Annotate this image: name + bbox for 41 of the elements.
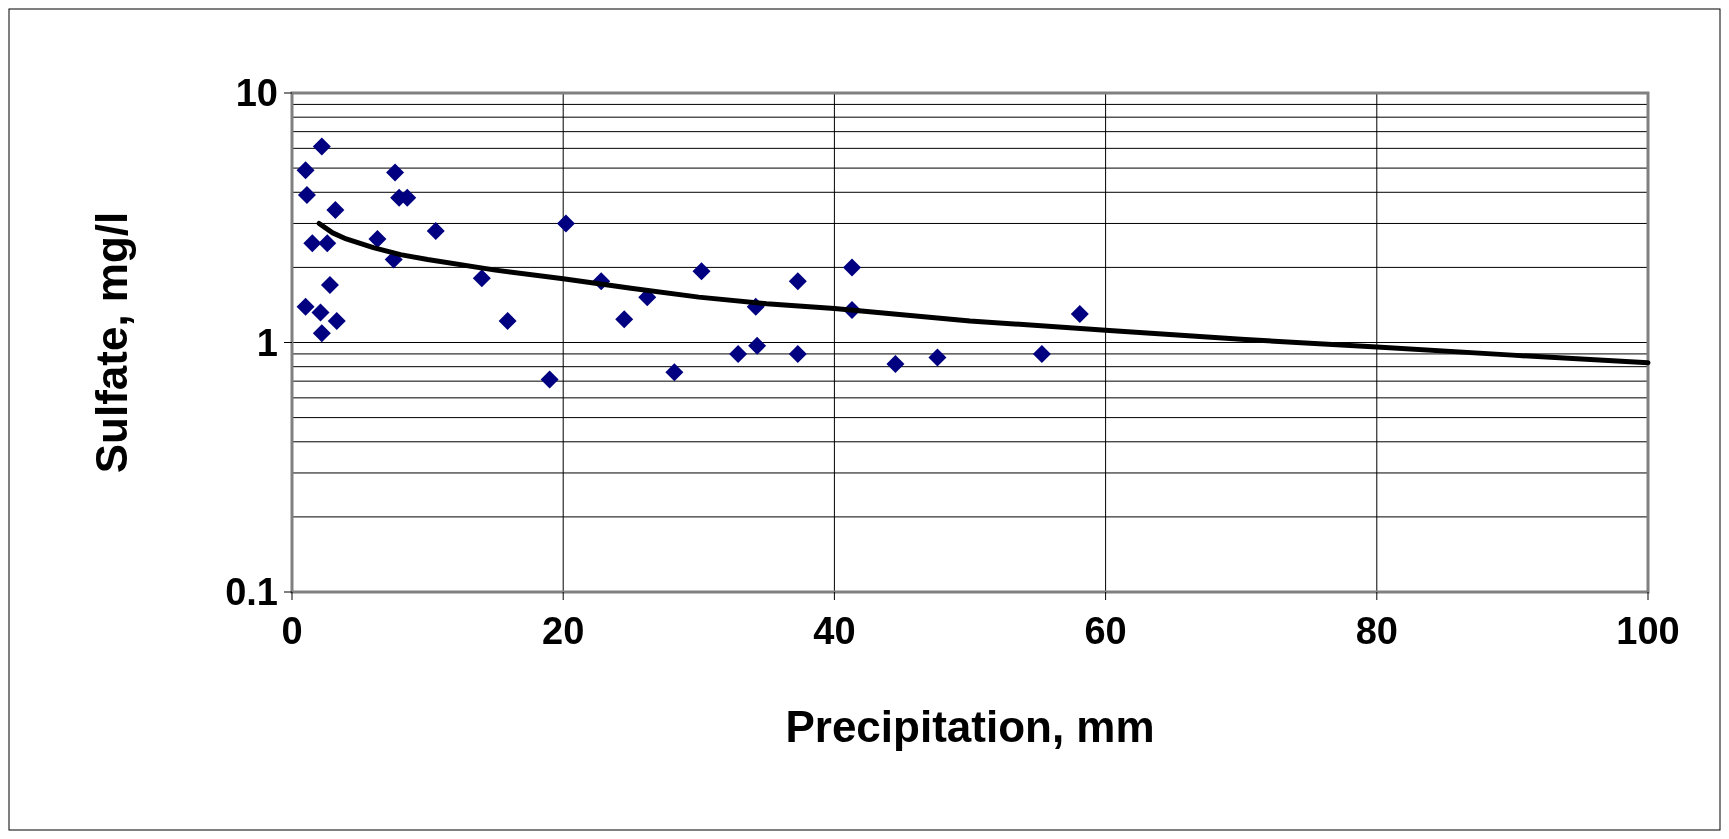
y-tick-label: 0.1 bbox=[225, 571, 278, 614]
point bbox=[1032, 344, 1051, 363]
point bbox=[748, 336, 767, 355]
point bbox=[312, 137, 331, 156]
x-tick-label: 80 bbox=[1355, 610, 1398, 652]
point bbox=[303, 234, 322, 253]
point bbox=[556, 214, 575, 233]
x-tick-label: 60 bbox=[1084, 610, 1127, 652]
point bbox=[327, 311, 346, 330]
y-tick-label: 10 bbox=[235, 72, 278, 115]
point bbox=[886, 355, 905, 373]
point bbox=[312, 324, 331, 343]
point bbox=[1070, 305, 1089, 324]
point bbox=[426, 221, 445, 240]
x-tick-label: 100 bbox=[1616, 610, 1680, 652]
x-axis-title: Precipitation, mm bbox=[785, 702, 1155, 751]
point bbox=[843, 258, 862, 277]
point bbox=[729, 344, 748, 363]
point bbox=[318, 234, 337, 253]
point bbox=[692, 262, 711, 281]
x-tick-label: 0 bbox=[281, 610, 303, 652]
point bbox=[498, 311, 517, 330]
y-tick-label: 1 bbox=[256, 321, 278, 364]
point bbox=[296, 297, 315, 316]
point bbox=[368, 229, 387, 248]
point bbox=[326, 200, 345, 219]
point bbox=[615, 310, 634, 329]
point bbox=[296, 161, 315, 180]
point bbox=[297, 186, 316, 205]
point bbox=[386, 163, 405, 182]
point bbox=[788, 344, 807, 363]
point bbox=[472, 269, 491, 288]
y-axis-title: Sulfate, mg/l bbox=[87, 211, 136, 474]
point bbox=[540, 370, 559, 389]
point bbox=[928, 348, 947, 367]
point bbox=[311, 303, 330, 322]
point bbox=[788, 272, 807, 291]
x-tick-label: 40 bbox=[813, 610, 856, 652]
x-tick-label: 20 bbox=[542, 610, 585, 652]
point bbox=[320, 276, 339, 294]
point bbox=[665, 363, 684, 382]
